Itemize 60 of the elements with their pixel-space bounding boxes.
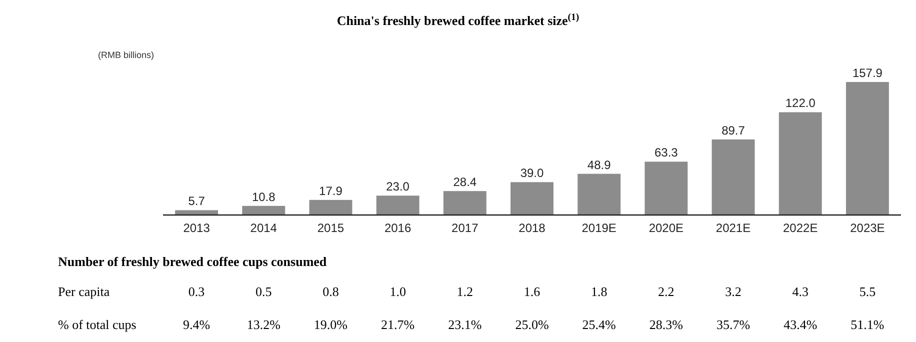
- x-tick-label: 2023E: [850, 221, 885, 235]
- x-tick-label: 2015: [317, 221, 344, 235]
- bar: [242, 206, 286, 215]
- text: 0.3: [188, 284, 205, 299]
- text: 0.5: [256, 284, 272, 299]
- text: 23.1%: [448, 317, 482, 332]
- x-tick-label: 2021E: [716, 221, 751, 235]
- text: 0.8: [322, 284, 339, 299]
- x-tick-label: 2019E: [582, 221, 616, 235]
- bar: [309, 200, 352, 215]
- text: 51.1%: [850, 317, 884, 332]
- text: 43.4%: [784, 317, 818, 332]
- text: 5.5: [859, 284, 876, 299]
- x-tick-label: 2013: [183, 221, 210, 235]
- bar: [778, 112, 822, 215]
- x-tick-label: 2014: [250, 221, 278, 235]
- text: 35.7%: [716, 317, 750, 332]
- bar: [443, 191, 486, 215]
- text: 2.2: [658, 284, 674, 299]
- data-label: 5.7: [188, 194, 206, 208]
- bar: [510, 182, 554, 215]
- text: 1.0: [390, 284, 406, 299]
- chart-title: China's freshly brewed coffee market size$^{(1)}$: [336, 12, 580, 28]
- bar: [175, 210, 218, 215]
- text: 1.8: [590, 284, 608, 299]
- bar: [578, 174, 621, 215]
- data-label: 48.9: [587, 158, 612, 172]
- text: 4.3: [792, 284, 808, 299]
- bar: [644, 162, 688, 215]
- bar: [846, 82, 889, 215]
- x-tick-label: 2017: [452, 221, 479, 235]
- text: % of total cups: [58, 317, 136, 332]
- data-label: 17.9: [319, 184, 343, 198]
- text: 1.6: [524, 284, 541, 299]
- x-tick-label: 2020E: [648, 221, 684, 235]
- text: 9.4%: [183, 317, 210, 332]
- data-label: 39.0: [520, 166, 544, 180]
- text: 3.2: [725, 284, 742, 299]
- text: 19.0%: [314, 317, 348, 332]
- bar: [376, 196, 420, 215]
- text: 25.0%: [515, 317, 549, 332]
- data-label: 122.0: [785, 96, 816, 110]
- bar: [712, 139, 755, 215]
- text: 1.2: [456, 284, 474, 299]
- x-tick-label: 2022E: [783, 221, 818, 235]
- data-label: 63.3: [654, 146, 678, 160]
- text: Per capita: [58, 284, 110, 299]
- x-tick-label: 2018: [518, 221, 546, 235]
- data-label: 28.4: [453, 175, 477, 190]
- y-axis-title: (RMB billions): [98, 50, 154, 60]
- text: 21.7%: [381, 317, 415, 332]
- text: 25.4%: [582, 317, 616, 332]
- data-label: 10.8: [252, 190, 276, 204]
- text: 13.2%: [246, 317, 281, 332]
- data-label: 23.0: [386, 180, 410, 194]
- data-label: 157.9: [852, 66, 883, 80]
- data-label: 89.7: [722, 123, 746, 138]
- text: 28.3%: [649, 317, 684, 332]
- x-tick-label: 2016: [384, 221, 412, 235]
- text: Number of freshly brewed coffee cups consumed: [58, 254, 328, 269]
